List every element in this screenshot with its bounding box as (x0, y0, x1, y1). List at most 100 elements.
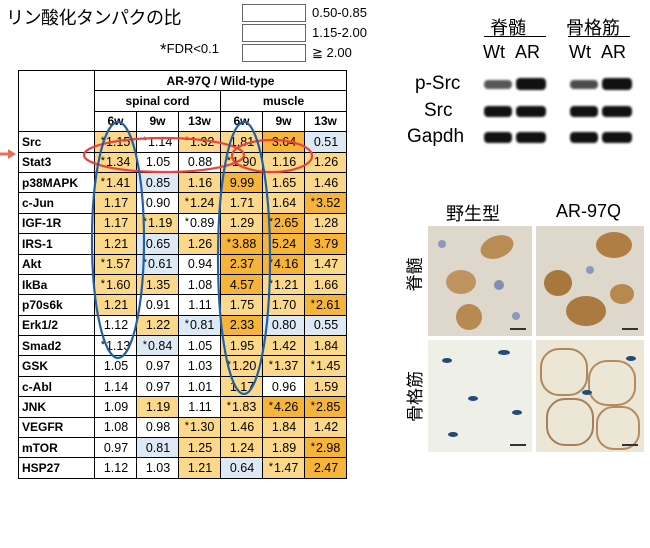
ratio-value: 2.61 (315, 297, 341, 312)
table-row: Src *1.15 *1.14 *1.32 1.81 3.64 0.51 (18, 131, 347, 153)
ratio-value: 1.08 (187, 277, 213, 292)
row-label: mTOR (18, 437, 95, 459)
ratio-value: 0.55 (313, 318, 339, 333)
table-row: p70s6k 1.21 0.91 1.11 1.75 1.70 *2.61 (18, 294, 347, 316)
legend-label-high: ≧ 2.00 (312, 45, 352, 60)
ratio-cell: 1.26 (304, 151, 347, 173)
row-label: c-Jun (18, 192, 95, 214)
ratio-value: 1.16 (271, 155, 297, 170)
ratio-cell: *0.84 (136, 335, 179, 357)
ratio-value: 3.88 (231, 236, 257, 251)
ratio-cell: 1.05 (136, 151, 179, 173)
ratio-cell: 1.08 (94, 416, 137, 439)
ratio-value: 1.47 (273, 461, 299, 476)
significance-star: * (310, 359, 315, 372)
wb-band (484, 106, 512, 117)
ratio-cell: 0.94 (178, 253, 221, 275)
wb-lane-wt-1: Wt (483, 42, 505, 62)
wb-row-src: Src (424, 100, 453, 121)
ratio-value: 1.81 (229, 134, 255, 149)
ratio-cell: 1.42 (304, 416, 347, 439)
table-row: VEGFR 1.08 0.98 *1.30 1.46 1.84 1.42 (18, 416, 347, 439)
ratio-cell: *1.60 (94, 273, 137, 296)
histo-row-muscle: 骨格筋 (406, 371, 425, 422)
ratio-value: 1.11 (188, 297, 212, 312)
wb-row-psrc: p-Src (415, 73, 461, 94)
ratio-cell: 2.37 (220, 253, 263, 275)
ratio-value: 1.41 (105, 175, 131, 190)
timepoint-header: 6w (220, 110, 263, 133)
significance-star: * (184, 134, 189, 147)
wb-underline-spinal (484, 36, 546, 37)
ratio-value: 1.64 (271, 196, 297, 211)
table-row: mTOR 0.97 0.81 1.25 1.24 1.89 *2.98 (18, 437, 347, 459)
ratio-value: 1.20 (231, 359, 257, 374)
wb-band (570, 106, 598, 117)
ratio-cell: 4.57 (220, 273, 263, 296)
row-label: IRS-1 (18, 233, 95, 255)
ratio-cell: *2.65 (262, 212, 305, 235)
table-row: p38MAPK *1.41 0.85 1.16 9.99 1.65 1.46 (18, 171, 347, 194)
ratio-cell: *3.88 (220, 233, 263, 255)
ratio-cell: 1.65 (262, 171, 305, 194)
ratio-cell: 1.17 (94, 212, 137, 235)
ratio-cell: *1.83 (220, 396, 263, 418)
timepoint-header: 13w (178, 110, 221, 133)
wb-band (602, 132, 632, 143)
ratio-value: 0.97 (145, 379, 171, 394)
histo-col-ar97q: AR-97Q (556, 201, 622, 221)
ratio-value: 0.90 (145, 196, 171, 211)
ratio-value: 0.85 (145, 175, 171, 190)
histo-panel-wt-spinal (428, 226, 532, 336)
wb-band (516, 78, 546, 90)
significance-star: * (268, 399, 273, 412)
ratio-cell: 1.09 (94, 396, 137, 418)
ratio-cell: 1.21 (178, 457, 221, 479)
ratio-value: 1.12 (103, 318, 129, 333)
significance-star: * (184, 318, 189, 331)
ratio-value: 9.99 (229, 175, 255, 190)
red-arrow-icon (0, 149, 16, 159)
ratio-value: 1.17 (229, 379, 255, 394)
ratio-cell: 0.90 (136, 192, 179, 214)
ratio-cell: 0.96 (262, 375, 305, 398)
ratio-cell: 0.81 (136, 437, 179, 459)
significance-star: * (268, 277, 273, 290)
ratio-value: 0.61 (147, 257, 173, 272)
ratio-cell: *2.85 (304, 396, 347, 418)
ratio-value: 0.81 (145, 440, 171, 455)
significance-star: * (268, 461, 273, 474)
ratio-value: 1.11 (188, 399, 212, 414)
ratio-cell: 1.95 (220, 335, 263, 357)
wb-underline-muscle (568, 36, 630, 37)
legend-swatch-light-blue (242, 4, 306, 22)
ratio-cell: 0.97 (136, 375, 179, 398)
ratio-value: 1.05 (145, 155, 171, 170)
histo-col-wildtype: 野生型 (446, 204, 500, 224)
ratio-cell: 0.97 (136, 355, 179, 377)
ratio-cell: *0.61 (136, 253, 179, 275)
ratio-value: 1.66 (313, 277, 339, 292)
ratio-value: 1.21 (187, 461, 213, 476)
ratio-value: 0.97 (145, 359, 171, 374)
ratio-cell: 1.84 (262, 416, 305, 439)
ratio-value: 2.65 (273, 216, 299, 231)
significance-star: * (310, 297, 315, 310)
significance-star: * (142, 257, 147, 270)
ratio-cell: 1.14 (94, 375, 137, 398)
corner-cell (18, 69, 95, 132)
significance-star: * (310, 440, 315, 453)
significance-star: * (184, 420, 189, 433)
ratio-cell: 0.51 (304, 131, 347, 153)
ratio-value: 3.52 (315, 196, 341, 211)
ratio-value: 1.08 (103, 420, 129, 435)
ratio-value: 1.89 (271, 440, 297, 455)
row-label: IGF-1R (18, 212, 95, 235)
row-label: p70s6k (18, 294, 95, 316)
ratio-cell: 1.59 (304, 375, 347, 398)
ratio-cell: *1.13 (94, 335, 137, 357)
ratio-value: 1.84 (271, 420, 297, 435)
ratio-value: 1.19 (145, 399, 171, 414)
ratio-value: 1.24 (189, 196, 215, 211)
ratio-value: 1.34 (105, 155, 131, 170)
